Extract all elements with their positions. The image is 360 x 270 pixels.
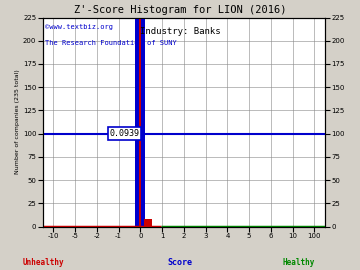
- Y-axis label: Number of companies (235 total): Number of companies (235 total): [15, 70, 20, 174]
- Text: Unhealthy: Unhealthy: [22, 258, 64, 267]
- Text: The Research Foundation of SUNY: The Research Foundation of SUNY: [45, 40, 177, 46]
- Text: Industry: Banks: Industry: Banks: [140, 27, 220, 36]
- Text: Score: Score: [167, 258, 193, 267]
- Text: 0.0939: 0.0939: [109, 129, 139, 138]
- Text: ©www.textbiz.org: ©www.textbiz.org: [45, 24, 113, 30]
- Bar: [139, 18, 141, 227]
- Text: Z'-Score Histogram for LION (2016): Z'-Score Histogram for LION (2016): [74, 5, 286, 15]
- Bar: [144, 219, 152, 227]
- Bar: [135, 18, 145, 227]
- Text: Healthy: Healthy: [283, 258, 315, 267]
